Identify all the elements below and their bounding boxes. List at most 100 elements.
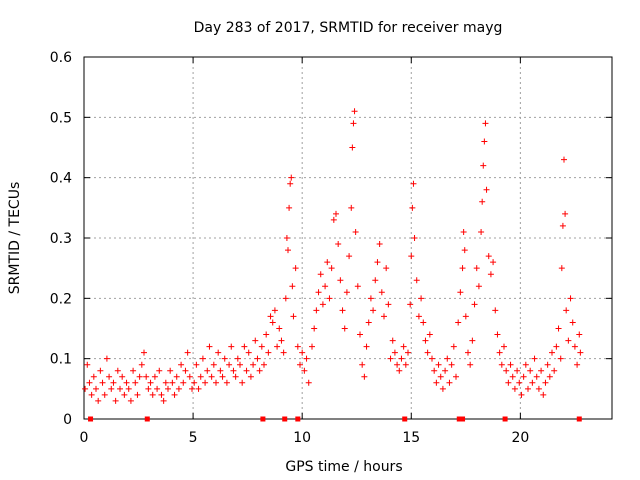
- data-point: [367, 295, 374, 302]
- data-point: [478, 228, 485, 235]
- data-point: [365, 319, 372, 326]
- data-point: [199, 355, 206, 362]
- data-point: [459, 265, 466, 272]
- data-point: [455, 319, 462, 326]
- x-tick-label: 0: [80, 430, 89, 446]
- data-point: [485, 253, 492, 260]
- data-point: [254, 355, 261, 362]
- data-point: [576, 331, 583, 338]
- data-point: [398, 355, 405, 362]
- data-point: [422, 337, 429, 344]
- data-point: [385, 301, 392, 308]
- gap-marker: [260, 416, 266, 422]
- data-point: [527, 367, 534, 374]
- data-point: [250, 361, 257, 368]
- gap-marker: [295, 416, 301, 422]
- data-point: [221, 355, 228, 362]
- data-point: [549, 349, 555, 356]
- data-point: [507, 361, 514, 368]
- data-point: [335, 241, 342, 248]
- data-point: [471, 301, 478, 308]
- data-point: [467, 361, 474, 368]
- data-point: [156, 367, 163, 374]
- data-point: [540, 391, 547, 398]
- data-point: [173, 373, 180, 380]
- data-point: [571, 343, 578, 350]
- data-point: [563, 307, 570, 314]
- data-point: [429, 355, 435, 362]
- data-point: [269, 319, 276, 326]
- data-point: [167, 367, 174, 374]
- data-point: [184, 349, 191, 356]
- y-tick-label: 0.5: [50, 110, 72, 126]
- data-point: [424, 349, 431, 356]
- data-point: [465, 349, 471, 356]
- data-point: [426, 331, 433, 338]
- data-point: [339, 307, 346, 314]
- data-point: [169, 379, 176, 386]
- data-point: [106, 373, 113, 380]
- data-point: [410, 180, 417, 187]
- data-point: [175, 385, 182, 392]
- data-point: [193, 361, 200, 368]
- data-point: [370, 307, 377, 314]
- data-point: [208, 373, 215, 380]
- data-point: [357, 331, 363, 338]
- data-point: [387, 355, 394, 362]
- data-point: [326, 295, 333, 302]
- data-point: [234, 355, 241, 362]
- data-point: [261, 361, 267, 368]
- data-point: [435, 361, 442, 368]
- data-point: [165, 385, 171, 392]
- data-point: [138, 361, 145, 368]
- data-point: [531, 355, 538, 362]
- data-point: [374, 259, 381, 266]
- data-point: [442, 367, 449, 374]
- data-point: [195, 385, 202, 392]
- data-point: [202, 379, 209, 386]
- data-point: [162, 379, 169, 386]
- data-point: [290, 313, 297, 320]
- data-point: [197, 373, 204, 380]
- gap-marker: [502, 416, 508, 422]
- data-point: [97, 367, 104, 374]
- data-point: [328, 265, 335, 272]
- gap-marker: [282, 416, 288, 422]
- data-point: [258, 343, 265, 350]
- data-point: [215, 349, 222, 356]
- data-point: [557, 355, 564, 362]
- data-point: [330, 216, 337, 223]
- data-point: [469, 337, 476, 344]
- data-point: [349, 144, 356, 151]
- data-point: [420, 319, 427, 326]
- data-point: [292, 265, 299, 272]
- data-point: [487, 271, 494, 278]
- data-point: [82, 385, 89, 392]
- data-point: [178, 361, 185, 368]
- data-point: [204, 367, 211, 374]
- data-point: [567, 295, 574, 302]
- data-point: [103, 355, 110, 362]
- data-point: [518, 391, 525, 398]
- data-point: [93, 385, 99, 392]
- data-point: [127, 397, 134, 404]
- data-point: [280, 349, 287, 356]
- data-point: [182, 367, 189, 374]
- data-point: [577, 349, 584, 356]
- x-tick-label: 15: [402, 430, 420, 446]
- data-point: [372, 277, 379, 284]
- data-point: [337, 277, 344, 284]
- data-point: [409, 204, 416, 211]
- x-axis-title: GPS time / hours: [285, 459, 402, 475]
- data-point: [492, 307, 499, 314]
- data-point: [446, 379, 453, 386]
- data-point: [490, 259, 497, 266]
- data-point: [230, 367, 237, 374]
- y-tick-label: 0.2: [50, 291, 72, 307]
- data-point: [437, 373, 444, 380]
- data-point: [303, 355, 310, 362]
- data-point: [479, 198, 486, 205]
- data-point: [460, 228, 467, 235]
- data-point: [418, 295, 425, 302]
- data-point: [498, 361, 505, 368]
